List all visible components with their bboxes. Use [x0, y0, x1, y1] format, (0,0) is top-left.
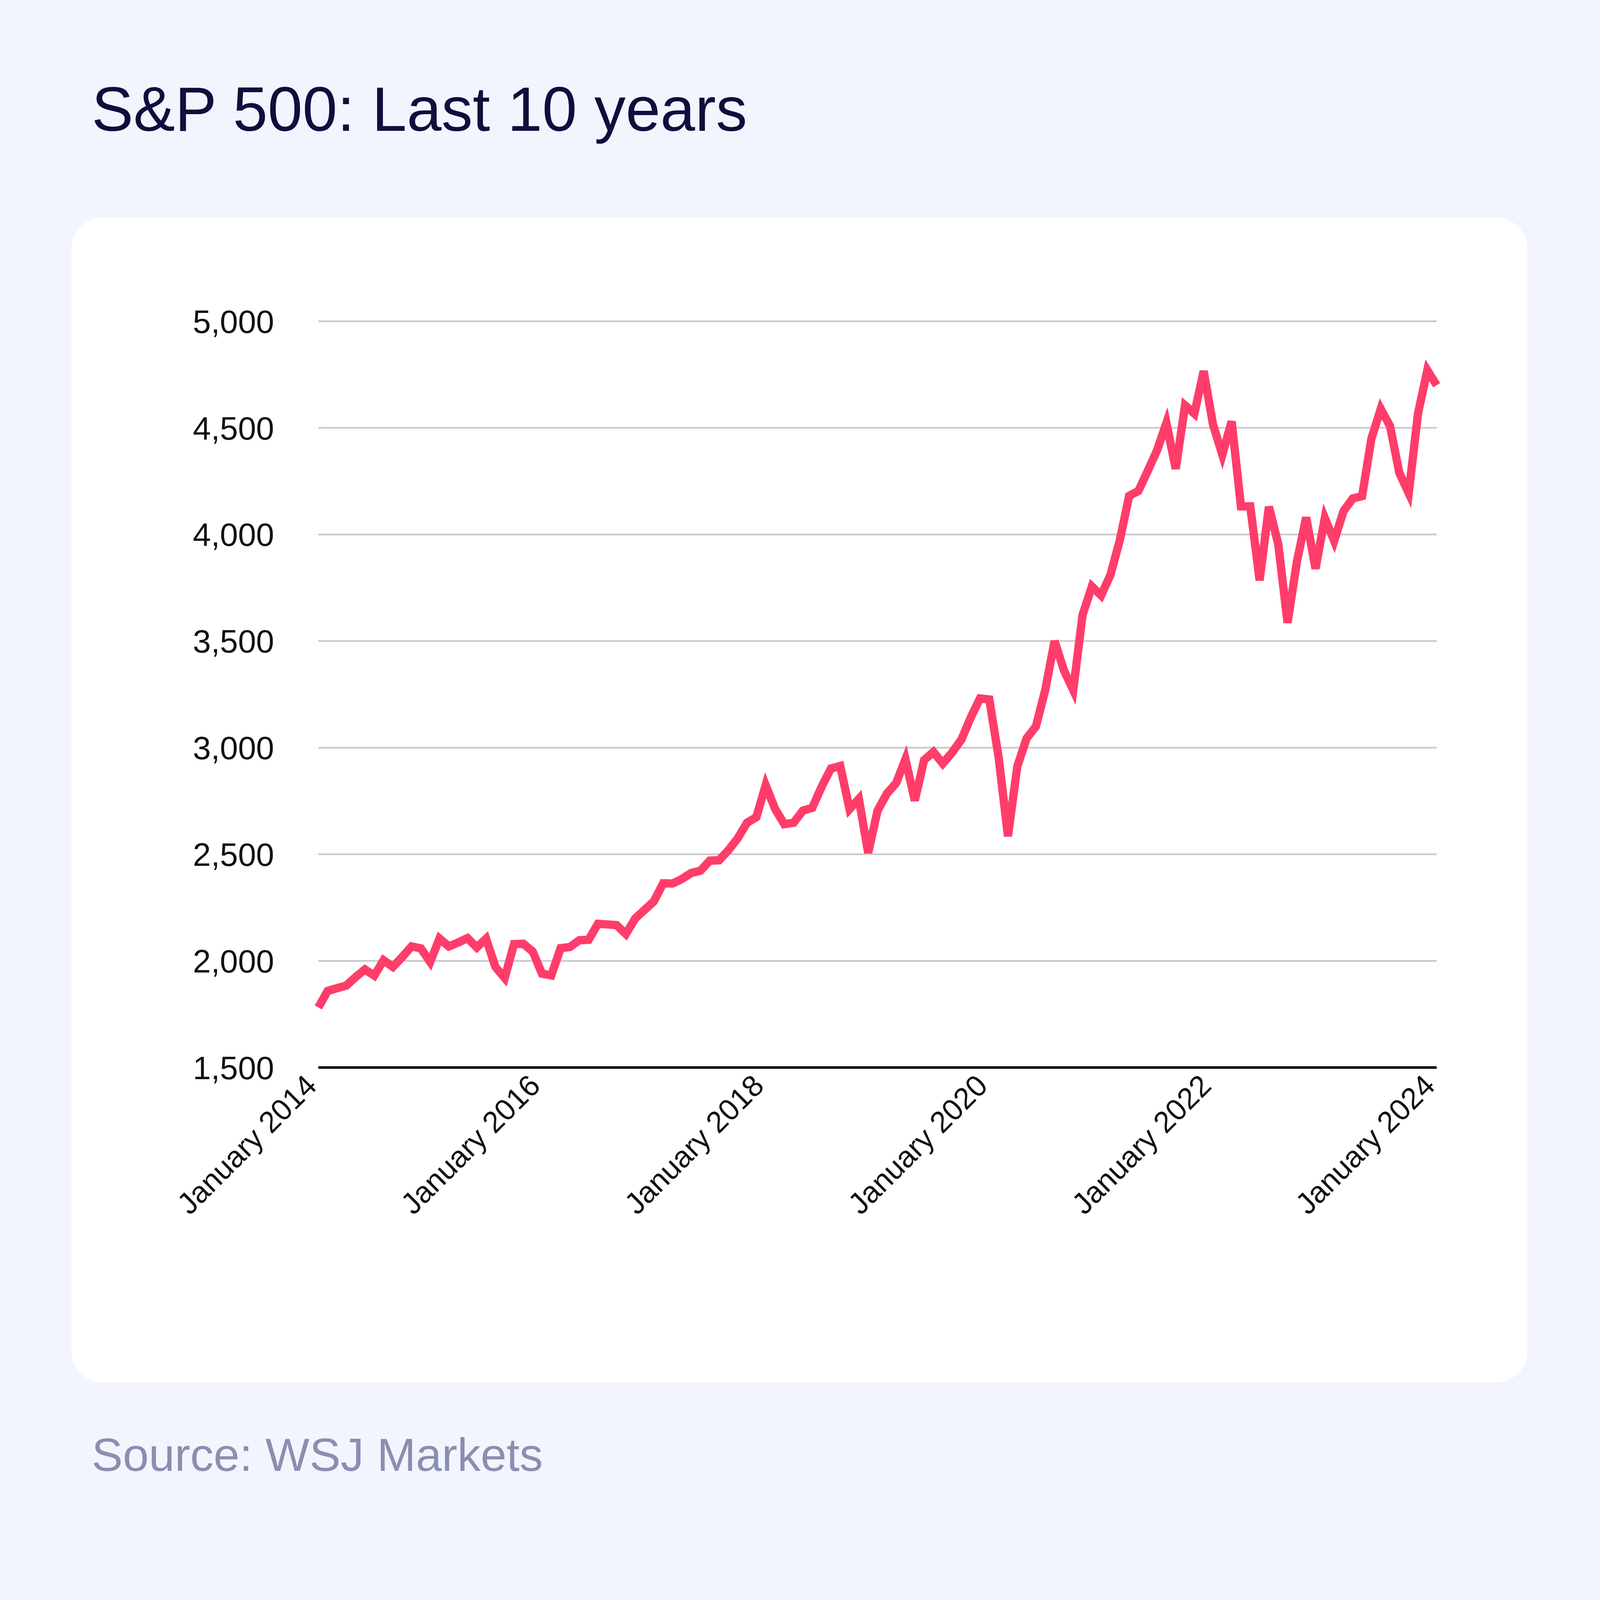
svg-text:5,000: 5,000	[192, 303, 275, 340]
svg-text:January 2014: January 2014	[170, 1068, 323, 1221]
html-text:Source: WSJ Markets: Source: WSJ Markets	[91, 1428, 543, 1481]
svg-text:4,000: 4,000	[192, 516, 275, 553]
html-text:S&P 500: Last 10 years: S&P 500: Last 10 years	[91, 74, 748, 145]
svg-text:1,500: 1,500	[192, 1049, 275, 1087]
svg-text:3,000: 3,000	[192, 729, 275, 767]
svg-text:January 2024: January 2024	[1289, 1068, 1442, 1221]
svg-text:January 2022: January 2022	[1065, 1068, 1218, 1221]
svg-text:4,500: 4,500	[192, 410, 275, 447]
svg-text:January 2016: January 2016	[394, 1068, 547, 1221]
svg-text:2,000: 2,000	[192, 942, 275, 980]
svg-text:January 2018: January 2018	[617, 1068, 770, 1221]
svg-text:2,500: 2,500	[192, 836, 275, 873]
svg-text:January 2020: January 2020	[841, 1068, 994, 1221]
svg-text:3,500: 3,500	[192, 622, 275, 660]
